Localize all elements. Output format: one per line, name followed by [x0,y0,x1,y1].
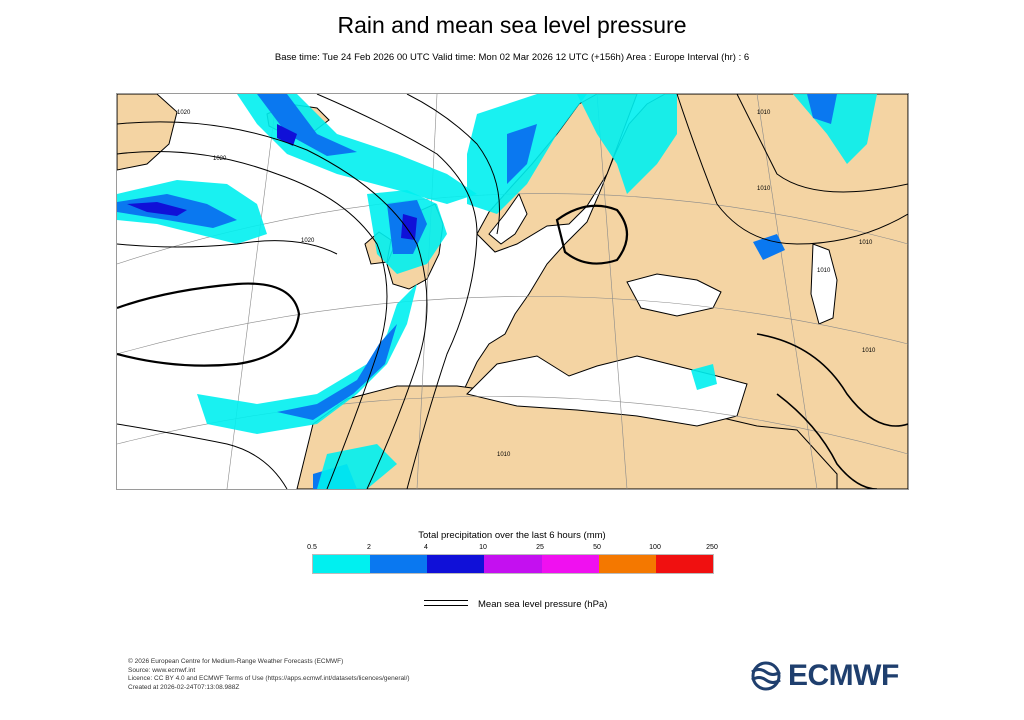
footer-created: Created at 2026-02-24T07:13:08.988Z [128,683,240,691]
chart-title: Rain and mean sea level pressure [337,12,687,38]
isobar-label: 1010 [859,240,873,246]
isobar-label: 1020 [177,110,191,116]
colorbar-segment [541,555,599,573]
colorbar-segment [484,555,542,573]
colorbar-tick: 4 [424,544,428,551]
isobar-labels: 1020 1010 1010 1010 1010 1010 1010 1020 … [177,110,876,458]
isobar-1 [117,151,388,489]
map-canvas: 1020 1010 1010 1010 1010 1010 1010 1020 … [117,94,908,489]
ecmwf-logo-icon [751,661,781,691]
sea-caspian [810,243,838,325]
colorbar-title: Total precipitation over the last 6 hour… [418,530,606,541]
colorbar-segment [313,555,371,573]
precip-heavy-atlantic [127,202,187,216]
colorbar-tick: 50 [593,544,601,551]
precip-ne-core [807,94,837,124]
footer-copyright: © 2026 European Centre for Medium-Range … [128,658,344,665]
isobar-high-atlantic [117,282,301,367]
colorbar-tick: 250 [706,544,718,551]
chart-subtitle: Base time: Tue 24 Feb 2026 00 UTC Valid … [274,52,750,63]
precip-sw-light [317,444,397,489]
precip-core-north [257,94,357,156]
isobar-4 [406,94,500,235]
land-greenland [117,94,178,171]
isobar-label: 1010 [497,452,511,458]
colorbar-tick: 2 [367,544,371,551]
isobar-6 [736,94,908,193]
precip-turkey [691,364,717,390]
precip-core-iberia [277,324,397,420]
isobar-7 [756,333,908,427]
isobar-8 [776,393,878,489]
isobar-label: 1010 [862,348,876,354]
footer-credits: © 2026 European Centre for Medium-Range … [128,658,410,692]
weather-map[interactable]: 1020 1010 1010 1010 1010 1010 1010 1020 … [116,93,909,490]
isobars [117,94,908,489]
precipitation-colorbar [312,554,714,574]
isobar-3 [316,94,478,489]
colorbar-segment [598,555,656,573]
inland-seas [466,192,838,427]
colorbar-tick: 25 [536,544,544,551]
sea-baltic [488,192,528,245]
precip-caucasus [753,234,785,260]
precip-scand-core [507,124,537,184]
isobar-5 [676,94,908,245]
isobar-label: 1010 [817,268,831,274]
isobar-low-russia [555,204,629,265]
precip-russia [577,94,677,194]
isobar-label: 1020 [301,238,315,244]
isobar-2 [117,121,428,489]
colorbar-segment [427,555,485,573]
colorbar-tick: 10 [479,544,487,551]
footer-source: Source: www.ecmwf.int [128,666,196,674]
isobar-10 [117,423,288,489]
isobar-9 [117,240,338,255]
isobar-label: 1010 [757,110,771,116]
mslp-legend-label: Mean sea level pressure (hPa) [478,599,608,610]
sea-mediterranean [466,355,748,427]
footer-licence: Licence: CC BY 4.0 and ECMWF Terms of Us… [128,675,410,683]
precip-heavy-britain [401,214,417,240]
colorbar-segment [370,555,428,573]
isobar-label: 1020 [213,156,227,162]
colorbar-tick: 0.5 [307,544,317,551]
colorbar-tick: 100 [649,544,661,551]
precipitation-areas [117,94,877,489]
ecmwf-logo-text: ECMWF [788,659,899,692]
ecmwf-logo: ECMWF [748,659,899,693]
mslp-legend-line [424,600,468,606]
isobar-label: 1010 [757,186,771,192]
colorbar-segment [655,555,713,573]
